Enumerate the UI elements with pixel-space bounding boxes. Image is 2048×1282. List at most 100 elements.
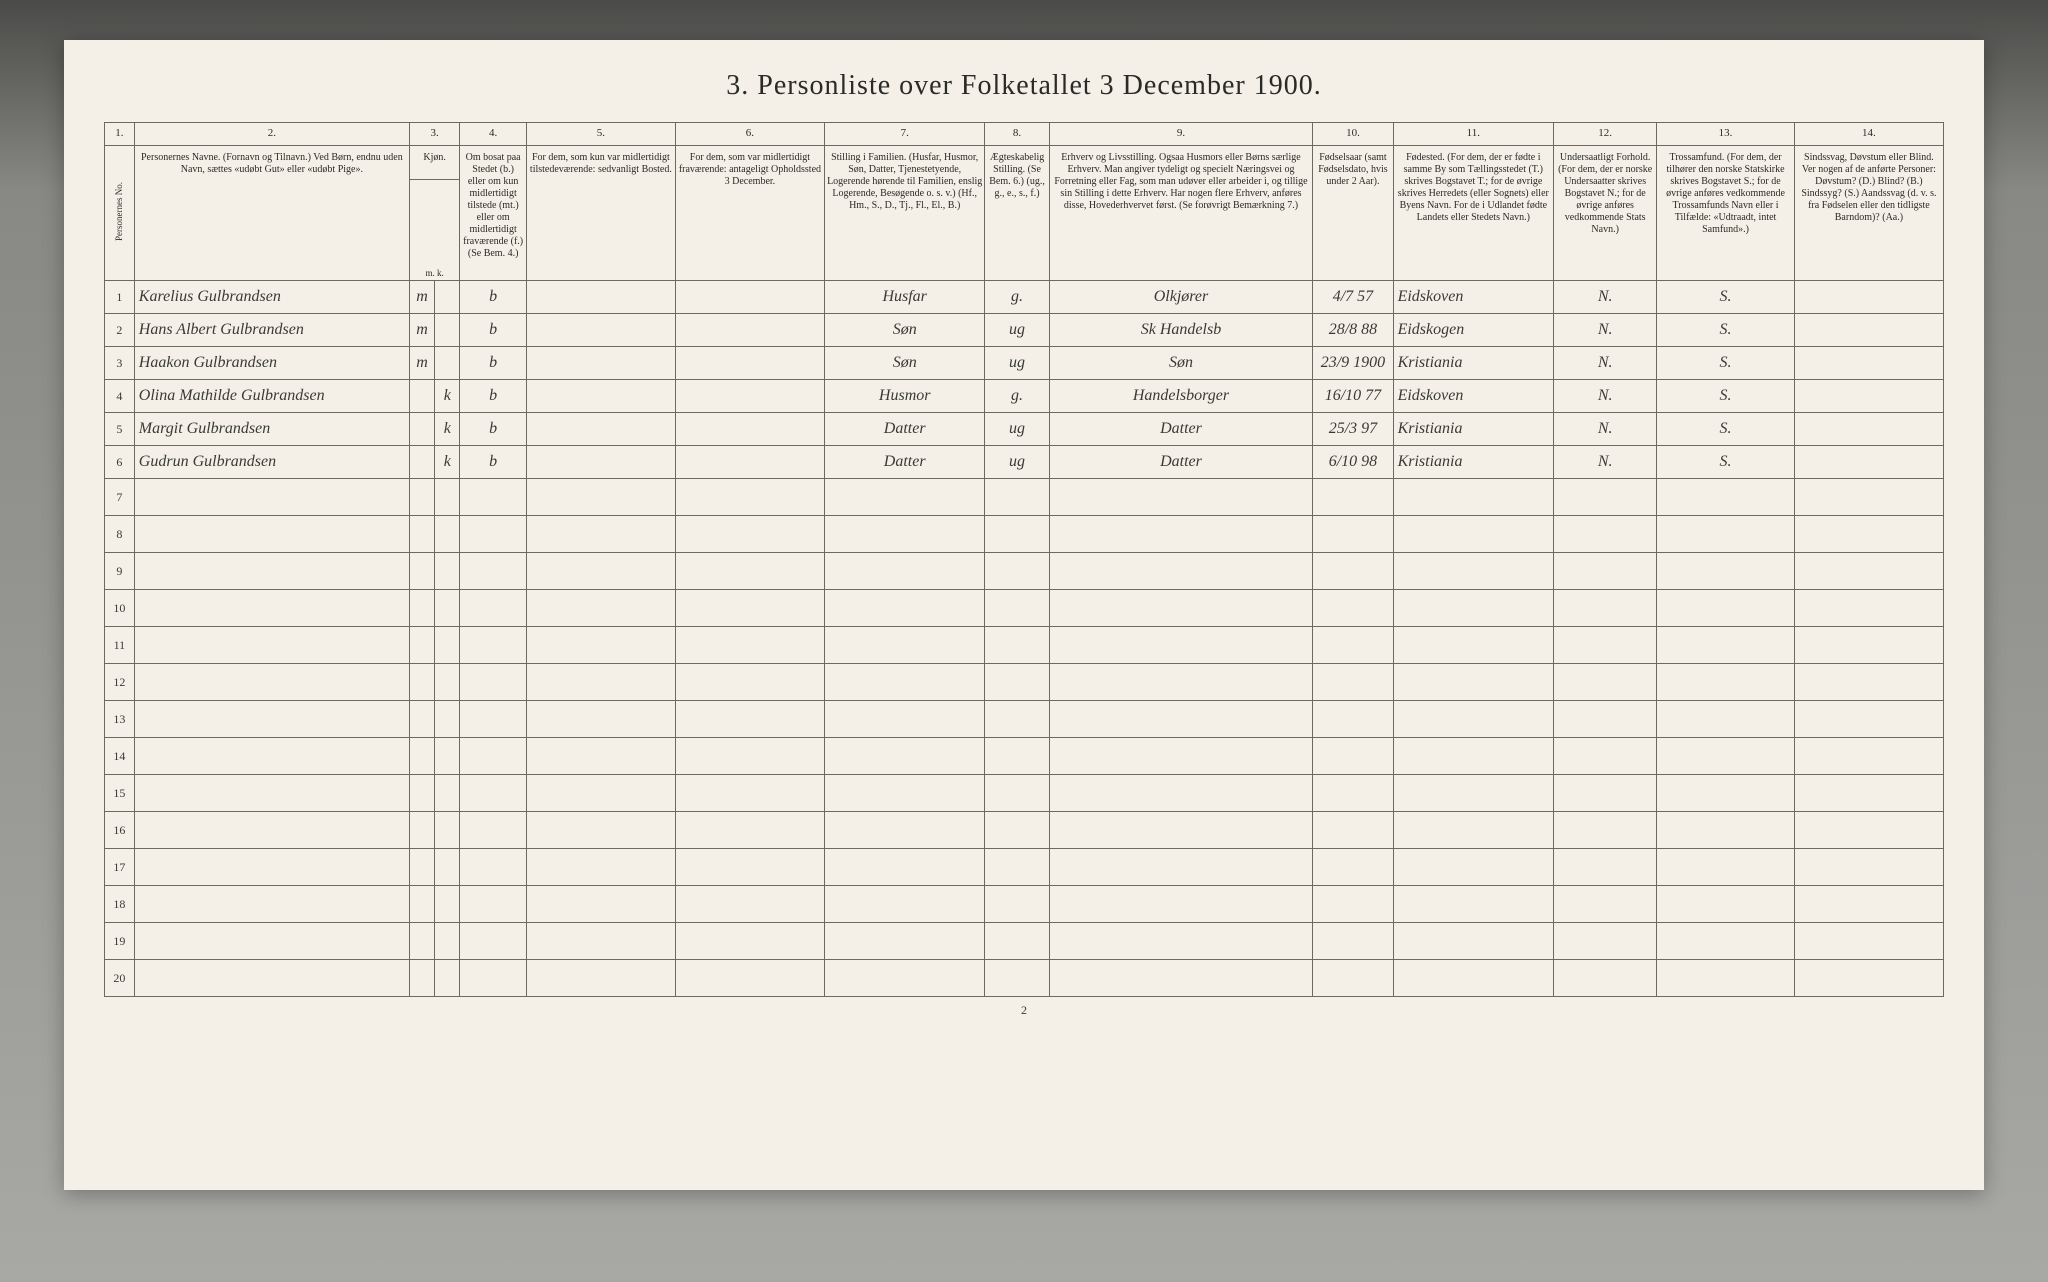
empty-cell <box>985 516 1049 553</box>
cell-nationality: N. <box>1554 446 1657 479</box>
empty-cell <box>460 701 526 738</box>
cell-sex-k <box>435 314 460 347</box>
cell-occupation: Søn <box>1049 347 1313 380</box>
table-row-empty: 9 <box>105 553 1944 590</box>
cell-civil: g. <box>985 281 1049 314</box>
cell-residence: b <box>460 413 526 446</box>
empty-cell <box>1049 775 1313 812</box>
empty-cell <box>1794 738 1943 775</box>
empty-cell <box>409 590 434 627</box>
cell-sex-k: k <box>435 446 460 479</box>
empty-cell <box>134 590 409 627</box>
header-c9: Erhverv og Livsstilling. Ogsaa Husmors e… <box>1049 146 1313 281</box>
empty-cell <box>409 516 434 553</box>
empty-cell <box>1794 960 1943 997</box>
cell-col5 <box>526 446 675 479</box>
colnum: 12. <box>1554 123 1657 146</box>
empty-cell <box>1313 923 1393 960</box>
empty-cell <box>1554 923 1657 960</box>
empty-cell <box>460 886 526 923</box>
empty-cell <box>1657 516 1795 553</box>
empty-cell <box>1554 664 1657 701</box>
empty-cell <box>1393 627 1554 664</box>
empty-cell <box>1049 738 1313 775</box>
row-number: 13 <box>105 701 135 738</box>
cell-sex-k: k <box>435 380 460 413</box>
empty-cell <box>435 738 460 775</box>
empty-cell <box>1393 923 1554 960</box>
cell-nationality: N. <box>1554 380 1657 413</box>
row-number: 4 <box>105 380 135 413</box>
row-number: 16 <box>105 812 135 849</box>
cell-born: 25/3 97 <box>1313 413 1393 446</box>
empty-cell <box>435 479 460 516</box>
empty-cell <box>1313 516 1393 553</box>
empty-cell <box>675 738 824 775</box>
cell-position: Husfar <box>824 281 985 314</box>
empty-cell <box>1049 590 1313 627</box>
empty-cell <box>1794 886 1943 923</box>
empty-cell <box>1794 479 1943 516</box>
empty-cell <box>1393 775 1554 812</box>
empty-cell <box>675 479 824 516</box>
empty-cell <box>1657 775 1795 812</box>
row-number: 11 <box>105 627 135 664</box>
table-row: 6Gudrun GulbrandsenkbDatterugDatter6/10 … <box>105 446 1944 479</box>
empty-cell <box>134 664 409 701</box>
empty-cell <box>435 701 460 738</box>
empty-cell <box>675 553 824 590</box>
cell-civil: ug <box>985 314 1049 347</box>
header-c7: Stilling i Familien. (Husfar, Husmor, Sø… <box>824 146 985 281</box>
empty-cell <box>1393 479 1554 516</box>
cell-birthplace: Kristiania <box>1393 446 1554 479</box>
empty-cell <box>1313 849 1393 886</box>
empty-cell <box>1657 479 1795 516</box>
empty-cell <box>526 553 675 590</box>
cell-civil: ug <box>985 413 1049 446</box>
empty-cell <box>1554 738 1657 775</box>
empty-cell <box>1794 590 1943 627</box>
cell-born: 16/10 77 <box>1313 380 1393 413</box>
empty-cell <box>1794 923 1943 960</box>
header-c1: Personernes No. <box>105 146 135 281</box>
row-number: 18 <box>105 886 135 923</box>
empty-cell <box>985 886 1049 923</box>
cell-col6 <box>675 281 824 314</box>
empty-cell <box>1393 886 1554 923</box>
empty-cell <box>1794 812 1943 849</box>
empty-cell <box>985 664 1049 701</box>
cell-residence: b <box>460 446 526 479</box>
cell-col6 <box>675 413 824 446</box>
table-row-empty: 14 <box>105 738 1944 775</box>
empty-cell <box>435 960 460 997</box>
row-number: 6 <box>105 446 135 479</box>
empty-cell <box>1049 923 1313 960</box>
empty-cell <box>985 849 1049 886</box>
cell-col5 <box>526 347 675 380</box>
cell-residence: b <box>460 314 526 347</box>
empty-cell <box>1313 738 1393 775</box>
colnum: 10. <box>1313 123 1393 146</box>
empty-cell <box>1049 960 1313 997</box>
cell-occupation: Datter <box>1049 446 1313 479</box>
page-title: 3. Personliste over Folketallet 3 Decemb… <box>104 70 1944 102</box>
cell-occupation: Olkjører <box>1049 281 1313 314</box>
empty-cell <box>1049 553 1313 590</box>
empty-cell <box>675 701 824 738</box>
cell-born: 6/10 98 <box>1313 446 1393 479</box>
empty-cell <box>134 775 409 812</box>
empty-cell <box>526 590 675 627</box>
table-header: 1. 2. 3. 4. 5. 6. 7. 8. 9. 10. 11. 12. 1… <box>105 123 1944 281</box>
empty-cell <box>1049 627 1313 664</box>
table-row-empty: 8 <box>105 516 1944 553</box>
empty-cell <box>1554 553 1657 590</box>
colnum: 1. <box>105 123 135 146</box>
colnum: 6. <box>675 123 824 146</box>
cell-name: Gudrun Gulbrandsen <box>134 446 409 479</box>
header-c13: Trossamfund. (For dem, der tilhører den … <box>1657 146 1795 281</box>
empty-cell <box>409 627 434 664</box>
empty-cell <box>134 738 409 775</box>
cell-name: Karelius Gulbrandsen <box>134 281 409 314</box>
colnum: 11. <box>1393 123 1554 146</box>
header-c3: Kjøn. <box>409 146 459 180</box>
